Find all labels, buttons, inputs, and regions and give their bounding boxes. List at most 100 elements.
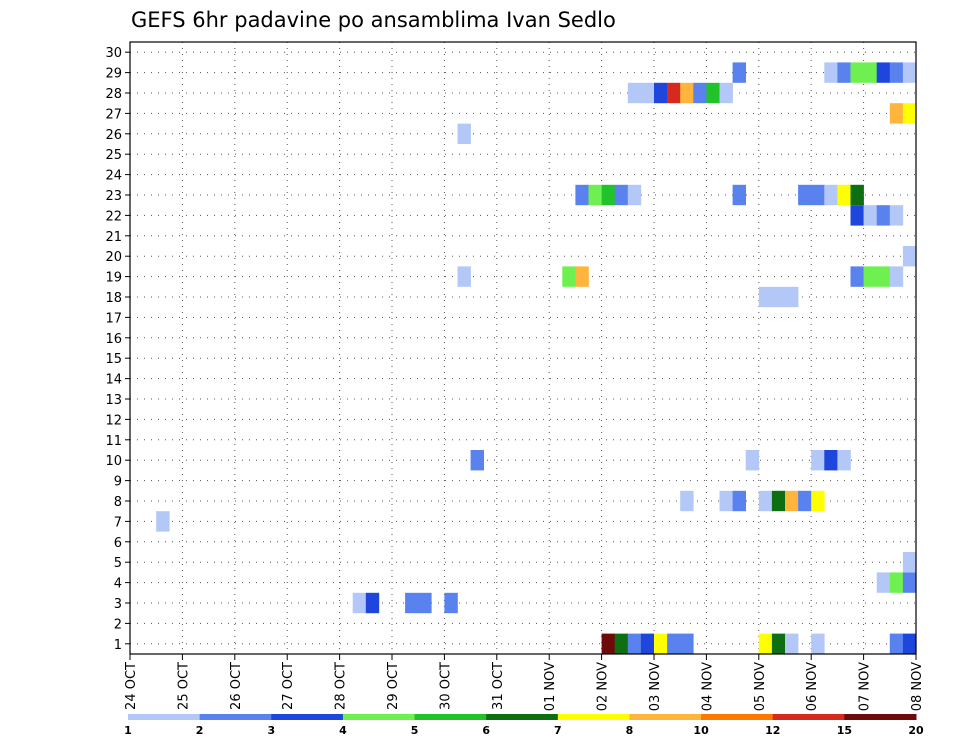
heatmap-cell — [706, 82, 720, 104]
heatmap-cell — [889, 266, 904, 287]
heatmap-cell — [418, 592, 432, 614]
x-tick-label: 02 NOV — [596, 662, 611, 711]
heatmap-cell — [156, 511, 170, 532]
legend-swatch — [557, 714, 630, 720]
heatmap-cell — [785, 633, 799, 654]
y-tick-label: 27 — [105, 107, 122, 122]
heatmap-cell — [876, 266, 891, 287]
x-tick-label: 06 NOV — [805, 662, 820, 711]
heatmap-cell — [876, 572, 891, 593]
x-tick-label: 07 NOV — [858, 662, 873, 711]
y-tick-label: 30 — [105, 46, 122, 61]
heatmap-cell — [575, 184, 589, 206]
heatmap-cell — [667, 633, 681, 654]
heatmap-cell — [771, 633, 786, 654]
heatmap-cell — [889, 205, 904, 226]
heatmap-cell — [837, 450, 851, 471]
heatmap-cell — [889, 103, 904, 124]
heatmap-cell — [444, 592, 458, 614]
y-tick-label: 28 — [105, 87, 122, 102]
chart-title: GEFS 6hr padavine po ansamblima Ivan Sed… — [131, 8, 616, 32]
heatmap-cell — [680, 82, 694, 104]
x-tick-label: 29 OCT — [386, 662, 401, 710]
legend-label: 10 — [693, 724, 709, 737]
x-tick-label: 27 OCT — [281, 662, 296, 710]
heatmap-cell — [680, 633, 694, 654]
heatmap-cell — [902, 246, 917, 267]
heatmap-cell — [837, 62, 851, 83]
heatmap-cell — [863, 205, 877, 226]
legend-swatch — [629, 714, 702, 720]
heatmap-cell — [902, 62, 917, 83]
heatmap-cell — [732, 184, 746, 206]
y-tick-label: 23 — [105, 189, 122, 204]
y-tick-label: 15 — [105, 352, 122, 367]
heatmap-cell — [850, 62, 864, 83]
heatmap-cell — [798, 184, 812, 206]
legend-label: 3 — [267, 724, 275, 737]
y-tick-label: 1 — [114, 638, 122, 653]
legend-swatch — [342, 714, 416, 720]
heatmap-cell — [850, 266, 864, 287]
heatmap-cells — [156, 62, 917, 654]
legend-label: 15 — [837, 724, 852, 737]
heatmap-cell — [627, 633, 642, 654]
legend-label: 8 — [626, 724, 634, 737]
heatmap-cell — [863, 62, 877, 83]
heatmap-cell — [902, 103, 917, 124]
heatmap-cell — [824, 62, 838, 83]
legend-label: 2 — [196, 724, 204, 737]
heatmap-cell — [614, 633, 629, 654]
y-tick-label: 6 — [114, 536, 122, 551]
heatmap-cell — [601, 184, 615, 206]
heatmap-cell — [902, 572, 917, 593]
heatmap-cell — [588, 184, 602, 206]
heatmap-cell — [352, 592, 367, 614]
y-tick-label: 10 — [105, 454, 122, 469]
heatmap-cell — [811, 633, 825, 654]
legend-swatch — [128, 714, 201, 720]
x-tick-label: 28 OCT — [334, 662, 349, 710]
y-tick-label: 4 — [114, 577, 122, 592]
x-tick-label: 26 OCT — [229, 662, 244, 710]
heatmap-cell — [758, 633, 773, 654]
legend-label: 20 — [908, 724, 924, 737]
heatmap-cell — [654, 633, 668, 654]
legend-swatch — [844, 714, 917, 720]
x-tick-label: 05 NOV — [753, 662, 768, 711]
heatmap-cell — [758, 490, 773, 512]
x-tick-label: 30 OCT — [438, 662, 453, 710]
x-tick-label: 01 NOV — [543, 662, 558, 711]
plot-frame — [129, 41, 917, 655]
heatmap-cell — [470, 450, 484, 471]
heatmap-cell — [457, 266, 471, 287]
heatmap-cell — [889, 633, 904, 654]
y-tick-label: 19 — [105, 271, 122, 286]
x-tick-label: 04 NOV — [700, 662, 715, 711]
heatmap-cell — [850, 205, 864, 226]
heatmap-cell — [667, 82, 681, 104]
y-tick-label: 5 — [114, 556, 122, 571]
y-axis: 1234567891011121314151617181920212223242… — [105, 46, 130, 653]
heatmap-cell — [902, 633, 917, 654]
heatmap-cell — [876, 205, 891, 226]
heatmap-cell — [405, 592, 419, 614]
legend-swatch — [486, 714, 559, 720]
legend-label: 6 — [482, 724, 490, 737]
heatmap-cell — [876, 62, 891, 83]
y-tick-label: 9 — [114, 475, 122, 490]
y-tick-label: 26 — [105, 128, 122, 143]
y-tick-label: 16 — [105, 332, 122, 347]
y-tick-label: 13 — [105, 393, 122, 408]
y-tick-label: 25 — [105, 148, 122, 163]
heatmap-cell — [785, 286, 799, 308]
y-tick-label: 3 — [114, 597, 122, 612]
heatmap-cell — [771, 490, 786, 512]
heatmap-cell — [732, 62, 746, 83]
y-tick-label: 29 — [105, 67, 122, 82]
heatmap-cell — [640, 633, 655, 654]
heatmap-cell — [719, 490, 733, 512]
legend-label: 4 — [339, 724, 347, 737]
y-tick-label: 17 — [105, 311, 122, 326]
legend-swatch — [414, 714, 487, 720]
